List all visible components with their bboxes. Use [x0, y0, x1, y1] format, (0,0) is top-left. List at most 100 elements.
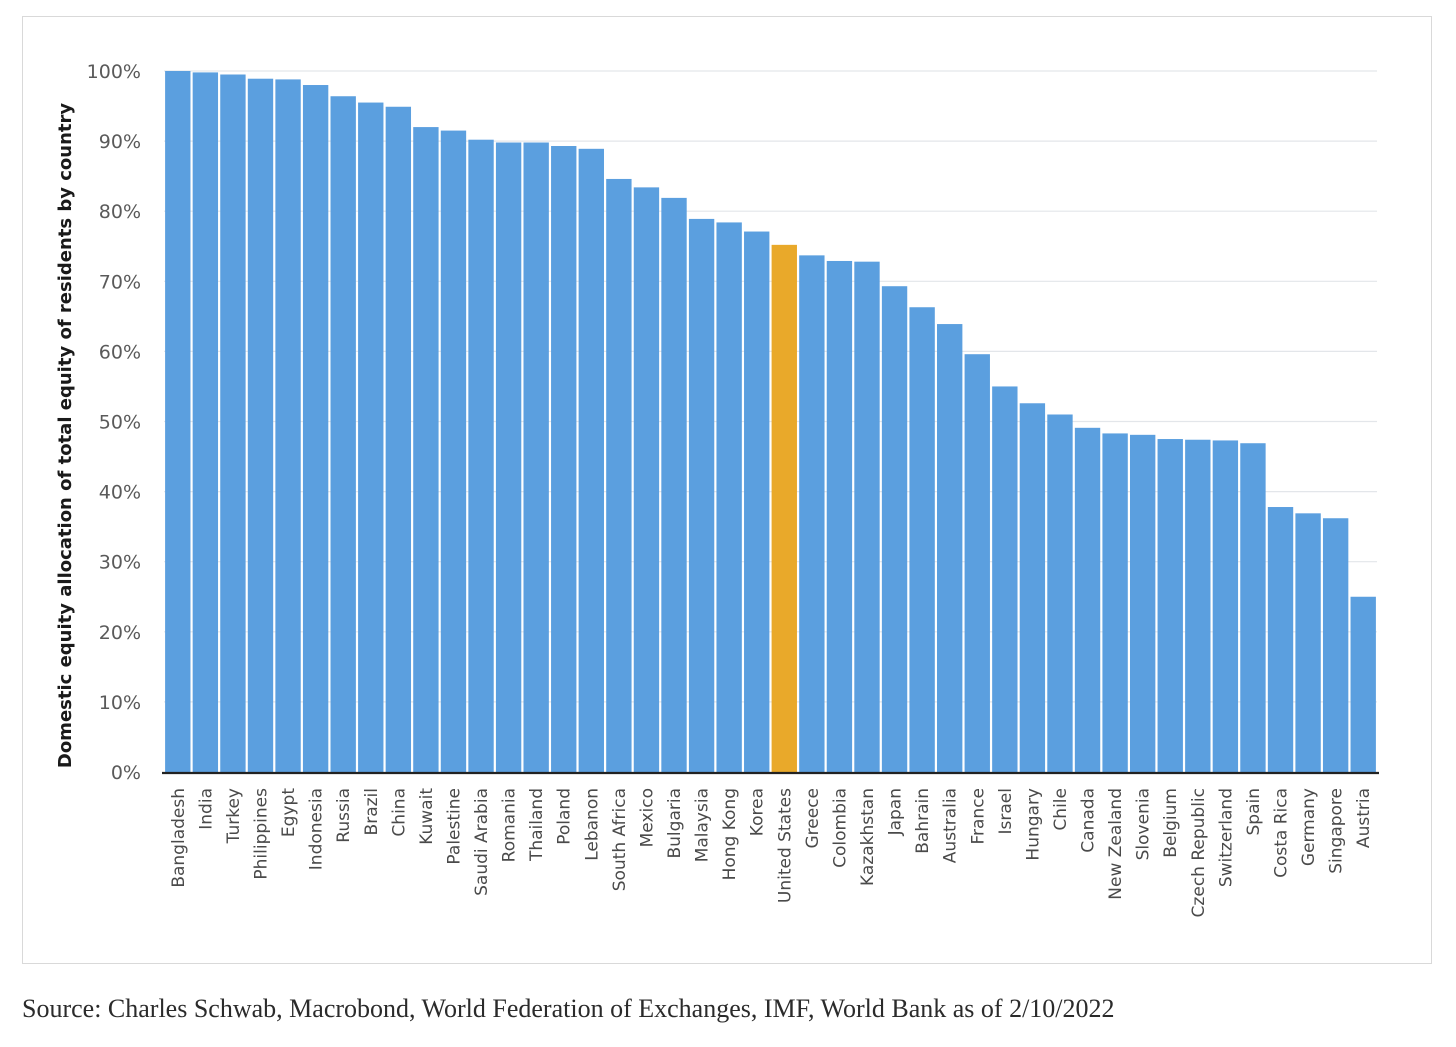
- bar-colombia: [826, 260, 853, 772]
- x-tick-label: Brazil: [362, 788, 382, 835]
- y-axis-label: Domestic equity allocation of total equi…: [55, 103, 76, 769]
- x-tick-label: Australia: [941, 788, 961, 863]
- bar-chile: [1047, 414, 1073, 772]
- bar-south-africa: [606, 178, 632, 772]
- x-tick-label: Slovenia: [1134, 788, 1154, 860]
- bar-chart: 0% 10% 20% 30% 40% 50% 60% 70% 80% 90% 100% Bangla…: [55, 61, 1379, 918]
- bar-costa-rica: [1267, 507, 1294, 772]
- bar-bangladesh: [165, 71, 191, 772]
- x-tick-label: Turkey: [224, 788, 244, 844]
- chart-frame: 0% 10% 20% 30% 40% 50% 60% 70% 80% 90% 100% Bangla…: [22, 16, 1432, 964]
- x-tick-label: Lebanon: [582, 788, 602, 861]
- x-tick-label: Czech Republic: [1189, 788, 1209, 917]
- bar-singapore: [1322, 518, 1349, 772]
- bar-belgium: [1157, 439, 1183, 772]
- bar-israel: [992, 386, 1018, 772]
- y-tick-label: 90%: [99, 131, 141, 153]
- bar-lebanon: [578, 148, 604, 772]
- bar-thailand: [523, 142, 549, 772]
- y-tick-label: 0%: [111, 762, 141, 784]
- x-tick-label: Bulgaria: [665, 788, 685, 859]
- x-tick-label: France: [968, 788, 988, 845]
- x-tick-label: Kuwait: [417, 788, 437, 845]
- bar-switzerland: [1212, 440, 1239, 772]
- y-tick-label: 40%: [99, 482, 141, 504]
- bar-greece: [799, 255, 825, 773]
- x-tick-label: India: [196, 788, 216, 830]
- bar-united-states: [771, 244, 797, 773]
- x-tick-label: Austria: [1354, 788, 1374, 848]
- bar-new-zealand: [1102, 433, 1128, 772]
- x-tick-label: Thailand: [527, 788, 547, 862]
- x-tick-label: Philippines: [251, 788, 271, 880]
- bar-palestine: [440, 130, 467, 772]
- bar-india: [192, 72, 219, 772]
- bar-brazil: [358, 102, 384, 773]
- bar-canada: [1074, 427, 1101, 772]
- y-tick-label: 20%: [99, 622, 141, 644]
- x-tick-label: United States: [775, 788, 795, 903]
- x-tick-label: Poland: [555, 788, 575, 845]
- x-tick-label: Chile: [1051, 788, 1071, 831]
- bar-china: [385, 106, 412, 772]
- x-tick-label: Colombia: [830, 788, 850, 868]
- x-tick-label: Bahrain: [913, 788, 933, 854]
- x-tick-label: Costa Rica: [1272, 788, 1292, 878]
- bar-kazakhstan: [854, 261, 880, 772]
- bar-philippines: [247, 78, 274, 772]
- bar-czech-republic: [1185, 439, 1211, 772]
- x-tick-label: Indonesia: [307, 788, 327, 870]
- bar-saudi-arabia: [468, 139, 494, 772]
- x-tick-label: Russia: [334, 788, 354, 843]
- x-tick-label: Spain: [1244, 788, 1264, 836]
- bar-malaysia: [688, 218, 715, 772]
- bar-bulgaria: [661, 197, 687, 772]
- bar-spain: [1240, 443, 1266, 772]
- bar-france: [964, 354, 990, 772]
- bar-slovenia: [1129, 434, 1156, 772]
- x-tick-label: Japan: [886, 788, 906, 836]
- bar-hungary: [1019, 403, 1046, 772]
- x-tick-label: Saudi Arabia: [472, 788, 492, 896]
- x-tick-labels: Bangladesh India Turkey Philippines Egypt Ind…: [169, 788, 1374, 918]
- x-tick-label: Canada: [1079, 788, 1099, 853]
- x-tick-label: Mexico: [637, 788, 657, 847]
- bar-romania: [495, 142, 522, 772]
- x-tick-label: Palestine: [444, 788, 464, 865]
- bar-egypt: [275, 79, 301, 772]
- x-tick-label: South Africa: [610, 788, 630, 891]
- bar-bahrain: [909, 307, 935, 772]
- y-tick-label: 70%: [99, 271, 141, 293]
- y-tick-label: 60%: [99, 341, 141, 363]
- source-note: Source: Charles Schwab, Macrobond, World…: [22, 994, 1115, 1023]
- x-tick-label: Malaysia: [693, 788, 713, 862]
- x-tick-label: New Zealand: [1106, 788, 1126, 900]
- x-tick-label: Greece: [803, 788, 823, 849]
- bar-mexico: [633, 187, 660, 772]
- x-tick-label: Germany: [1299, 788, 1319, 866]
- x-tick-label: Kazakhstan: [858, 788, 878, 886]
- y-tick-label: 50%: [99, 412, 141, 434]
- x-tick-label: Singapore: [1327, 788, 1347, 874]
- y-tick-label: 80%: [99, 201, 141, 223]
- y-tick-labels: 0% 10% 20% 30% 40% 50% 60% 70% 80% 90% 100%: [87, 61, 141, 784]
- x-tick-label: Korea: [748, 788, 768, 836]
- bar-turkey: [220, 74, 246, 772]
- x-tick-label: Switzerland: [1216, 788, 1236, 887]
- bar-kuwait: [413, 127, 439, 772]
- bar-hong-kong: [716, 222, 742, 773]
- x-tick-label: Hungary: [1023, 788, 1043, 861]
- bar-australia: [937, 324, 963, 772]
- y-tick-label: 30%: [99, 552, 141, 574]
- x-tick-label: Bangladesh: [169, 788, 189, 888]
- x-tick-label: Israel: [996, 788, 1016, 834]
- bar-poland: [551, 146, 577, 772]
- bar-indonesia: [302, 85, 329, 772]
- x-tick-label: Belgium: [1161, 788, 1181, 858]
- bar-korea: [744, 231, 770, 772]
- bars: [165, 71, 1376, 773]
- bar-russia: [330, 96, 356, 773]
- bar-germany: [1295, 513, 1321, 772]
- x-tick-label: China: [389, 788, 409, 837]
- x-tick-label: Egypt: [279, 788, 299, 837]
